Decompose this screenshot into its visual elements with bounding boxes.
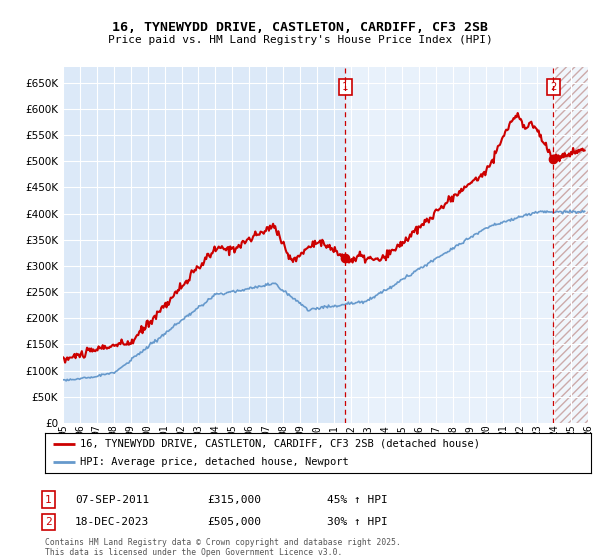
Bar: [553, 67, 588, 423]
Text: 30% ↑ HPI: 30% ↑ HPI: [327, 517, 388, 527]
Bar: [553, 67, 588, 423]
Text: 2: 2: [550, 82, 557, 92]
Text: 16, TYNEWYDD DRIVE, CASTLETON, CARDIFF, CF3 2SB (detached house): 16, TYNEWYDD DRIVE, CASTLETON, CARDIFF, …: [80, 439, 481, 449]
Text: 18-DEC-2023: 18-DEC-2023: [75, 517, 149, 527]
Bar: [346, 67, 553, 423]
Text: 07-SEP-2011: 07-SEP-2011: [75, 494, 149, 505]
Text: 2: 2: [45, 517, 52, 527]
Text: Contains HM Land Registry data © Crown copyright and database right 2025.
This d: Contains HM Land Registry data © Crown c…: [45, 538, 401, 557]
Text: 16, TYNEWYDD DRIVE, CASTLETON, CARDIFF, CF3 2SB: 16, TYNEWYDD DRIVE, CASTLETON, CARDIFF, …: [112, 21, 488, 34]
Text: Price paid vs. HM Land Registry's House Price Index (HPI): Price paid vs. HM Land Registry's House …: [107, 35, 493, 45]
Text: 1: 1: [342, 82, 349, 92]
Text: 1: 1: [45, 494, 52, 505]
Text: 45% ↑ HPI: 45% ↑ HPI: [327, 494, 388, 505]
Text: HPI: Average price, detached house, Newport: HPI: Average price, detached house, Newp…: [80, 458, 349, 467]
Text: £505,000: £505,000: [207, 517, 261, 527]
Text: £315,000: £315,000: [207, 494, 261, 505]
